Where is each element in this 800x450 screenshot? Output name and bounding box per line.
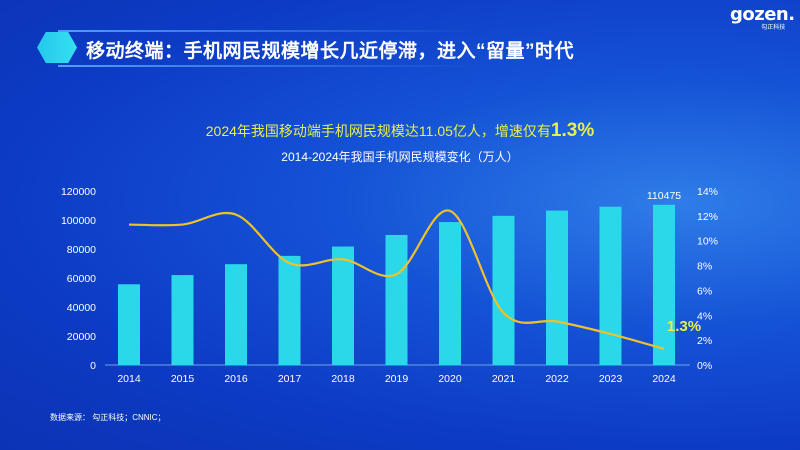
bar — [332, 246, 354, 365]
headline: 2024年我国移动端手机网民规模达11.05亿人，增速仅有1.3% — [0, 120, 800, 142]
left-tick-label: 80000 — [67, 244, 96, 256]
right-tick-label: 0% — [697, 360, 712, 372]
left-tick-label: 20000 — [67, 331, 96, 343]
right-tick-label: 12% — [697, 211, 718, 223]
bar — [278, 255, 301, 365]
bar — [385, 234, 408, 365]
x-tick-label: 2023 — [599, 373, 623, 385]
right-tick-label: 14% — [697, 186, 718, 198]
left-tick-label: 120000 — [61, 186, 96, 198]
x-tick-label: 2018 — [331, 373, 355, 385]
x-tick-label: 2021 — [492, 373, 516, 385]
hexagon-icon — [37, 32, 77, 63]
x-tick-label: 2020 — [438, 373, 462, 385]
bar — [653, 204, 675, 365]
title-line-bottom — [58, 65, 478, 67]
x-tick-label: 2017 — [278, 373, 302, 385]
right-tick-label: 8% — [697, 261, 712, 273]
x-tick-label: 2024 — [652, 373, 676, 385]
x-tick-label: 2016 — [224, 373, 248, 385]
logo-text: gozen. — [730, 4, 795, 25]
right-tick-label: 10% — [697, 236, 718, 248]
headline-highlight: 1.3% — [550, 120, 595, 141]
right-tick-label: 2% — [697, 335, 712, 347]
x-tick-label: 2019 — [385, 373, 409, 385]
x-tick-label: 2015 — [171, 373, 195, 385]
x-tick-label: 2022 — [545, 373, 569, 385]
bar — [225, 264, 247, 365]
last-bar-label: 110475 — [647, 190, 681, 202]
left-tick-label: 100000 — [61, 215, 96, 227]
bar — [439, 222, 461, 365]
left-tick-label: 60000 — [67, 273, 96, 285]
data-source: 数据来源： 勾正科技；CNNIC； — [50, 413, 166, 422]
right-tick-label: 4% — [697, 310, 712, 322]
left-tick-label: 0 — [90, 360, 96, 372]
x-tick-label: 2014 — [117, 373, 141, 385]
last-point-label: 1.3% — [667, 318, 701, 335]
title-line-top — [58, 30, 478, 32]
bar — [118, 284, 140, 365]
right-tick-label: 6% — [697, 285, 712, 297]
headline-text: 2024年我国移动端手机网民规模达11.05亿人，增速仅有 — [205, 123, 551, 139]
left-tick-label: 40000 — [67, 302, 96, 314]
logo-subtext: 勾正科技 — [761, 25, 786, 31]
bar — [546, 210, 568, 365]
chart-title: 2014-2024年我国手机网民规模变化（万人） — [281, 150, 519, 164]
logo: gozen. 勾正科技 — [730, 6, 795, 32]
bar — [171, 275, 194, 365]
growth-line — [128, 209, 665, 350]
bar — [492, 215, 515, 365]
bar — [599, 206, 622, 365]
page-title: 移动终端：手机网民规模增长几近停滞，进入“留量”时代 — [86, 41, 575, 62]
